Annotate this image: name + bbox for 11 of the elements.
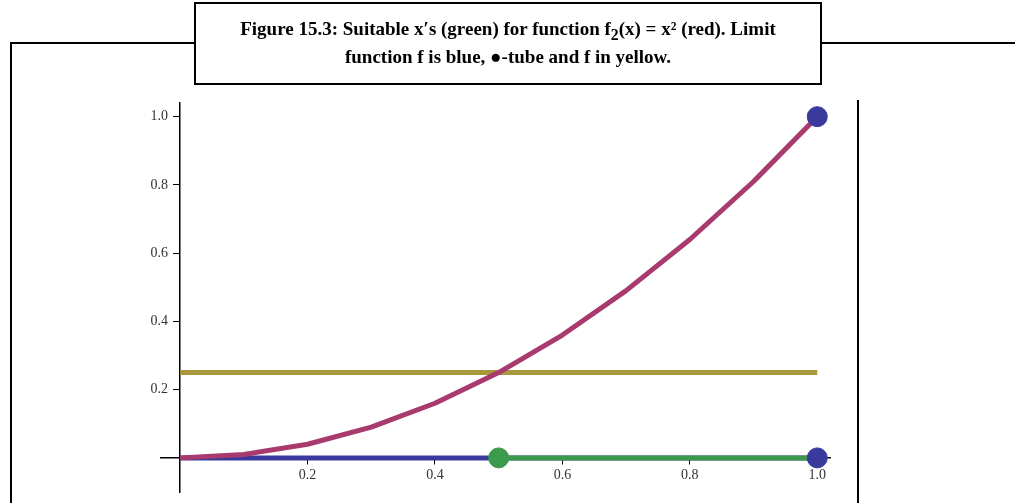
y-tick-label: 0.8 (150, 176, 169, 192)
x-tick-label: 0.2 (298, 466, 317, 482)
x-tick-label: 0.8 (681, 466, 699, 482)
x-tick-label: 0.6 (553, 466, 572, 482)
chart-title: Figure 15.3: Suitable x′s (green) for function f$_{2}$(x) = x² (red). Limit function f is blue, ●-tube and f in yellow. (239, 16, 777, 70)
x-tick-label: 1.0 (808, 466, 827, 482)
y-tick-label: 0.6 (150, 244, 169, 260)
y-tick-label: 0.4 (150, 313, 169, 329)
y-tick-label: 1.0 (150, 108, 169, 124)
x-tick-label: 0.4 (426, 466, 444, 482)
y-tick-label: 0.2 (150, 381, 169, 397)
